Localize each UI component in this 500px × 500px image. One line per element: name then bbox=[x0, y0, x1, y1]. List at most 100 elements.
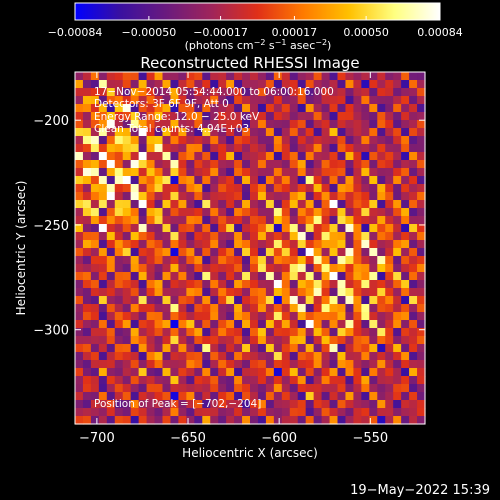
heatmap-cell bbox=[130, 272, 140, 281]
heatmap-cell bbox=[281, 104, 291, 113]
heatmap-cell bbox=[273, 256, 283, 265]
heatmap-cell bbox=[90, 112, 100, 121]
heatmap-cell bbox=[170, 304, 179, 313]
heatmap-cell bbox=[218, 168, 227, 177]
heatmap-cell bbox=[329, 152, 339, 161]
heatmap-cell bbox=[305, 176, 315, 185]
heatmap-cell bbox=[154, 328, 164, 337]
heatmap-cell bbox=[138, 128, 148, 137]
heatmap-cell bbox=[170, 112, 179, 121]
heatmap-cell bbox=[250, 384, 259, 393]
heatmap-cell bbox=[385, 384, 394, 393]
heatmap-cell bbox=[186, 208, 195, 217]
heatmap-cell bbox=[242, 400, 251, 409]
heatmap-cell bbox=[218, 80, 227, 89]
heatmap-cell bbox=[321, 408, 331, 417]
heatmap-cell bbox=[178, 304, 187, 313]
heatmap-cell bbox=[385, 184, 394, 193]
heatmap-cell bbox=[409, 224, 418, 233]
heatmap-cell bbox=[345, 248, 354, 257]
heatmap-cell bbox=[345, 72, 354, 81]
heatmap-cell bbox=[401, 264, 410, 273]
heatmap-cell bbox=[417, 400, 426, 409]
heatmap-cell bbox=[106, 120, 116, 129]
heatmap-cell bbox=[210, 304, 219, 313]
heatmap-cell bbox=[401, 136, 410, 145]
heatmap-cell bbox=[82, 184, 92, 193]
heatmap-cell bbox=[377, 104, 386, 113]
heatmap-cell bbox=[194, 336, 203, 345]
heatmap-cell bbox=[186, 384, 195, 393]
heatmap-cell bbox=[154, 168, 164, 177]
heatmap-cell bbox=[114, 152, 124, 161]
heatmap-cell bbox=[257, 312, 267, 321]
heatmap-cell bbox=[273, 144, 283, 153]
heatmap-cell bbox=[90, 200, 100, 209]
heatmap-cell bbox=[289, 400, 299, 409]
heatmap-cell bbox=[75, 216, 84, 225]
heatmap-cell bbox=[353, 248, 362, 257]
heatmap-cell bbox=[210, 328, 219, 337]
heatmap-cell bbox=[401, 184, 410, 193]
heatmap-cell bbox=[202, 208, 211, 217]
heatmap-cell bbox=[393, 176, 402, 185]
heatmap-cell bbox=[75, 168, 84, 177]
heatmap-cell bbox=[146, 272, 156, 281]
heatmap-cell bbox=[361, 144, 370, 153]
heatmap-cell bbox=[321, 384, 331, 393]
heatmap-cell bbox=[202, 160, 211, 169]
heatmap-cell bbox=[138, 152, 148, 161]
heatmap-cell bbox=[297, 320, 307, 329]
heatmap-cell bbox=[313, 392, 323, 401]
heatmap-cell bbox=[337, 200, 347, 209]
heatmap-cell bbox=[90, 208, 100, 217]
heatmap-cell bbox=[170, 88, 179, 97]
heatmap-cell bbox=[90, 168, 100, 177]
heatmap-cell bbox=[313, 232, 323, 241]
heatmap-cell bbox=[393, 360, 402, 369]
heatmap-cell bbox=[337, 384, 347, 393]
heatmap-cell bbox=[361, 232, 370, 241]
heatmap-cell bbox=[305, 160, 315, 169]
heatmap-cell bbox=[106, 360, 116, 369]
heatmap-cell bbox=[409, 152, 418, 161]
heatmap-cell bbox=[313, 224, 323, 233]
heatmap-cell bbox=[90, 376, 100, 385]
heatmap-cell bbox=[162, 80, 172, 89]
heatmap-cell bbox=[122, 416, 132, 425]
heatmap-cell bbox=[289, 312, 299, 321]
heatmap-cell bbox=[409, 288, 418, 297]
heatmap-cell bbox=[417, 344, 426, 353]
heatmap-cell bbox=[250, 296, 259, 305]
heatmap-cell bbox=[401, 120, 410, 129]
heatmap-cell bbox=[337, 144, 347, 153]
heatmap-cell bbox=[329, 256, 339, 265]
heatmap-cell bbox=[257, 336, 267, 345]
heatmap-cell bbox=[202, 96, 211, 105]
heatmap-cell bbox=[202, 216, 211, 225]
colorbar-units: (photons cm−2 s−1 asec−2) bbox=[185, 38, 332, 52]
heatmap-cell bbox=[329, 376, 339, 385]
heatmap-cell bbox=[162, 168, 172, 177]
heatmap-cell bbox=[305, 120, 315, 129]
heatmap-cell bbox=[98, 384, 108, 393]
heatmap-cell bbox=[409, 416, 418, 425]
heatmap-cell bbox=[257, 248, 267, 257]
heatmap-cell bbox=[75, 208, 84, 217]
heatmap-cell bbox=[273, 400, 283, 409]
heatmap-cell bbox=[265, 272, 275, 281]
heatmap-cell bbox=[361, 88, 370, 97]
heatmap-cell bbox=[130, 344, 140, 353]
colorbar-tick-label: 0.00050 bbox=[343, 26, 389, 39]
heatmap-cell bbox=[106, 272, 116, 281]
heatmap-cell bbox=[345, 168, 354, 177]
heatmap-cell bbox=[154, 136, 164, 145]
heatmap-cell bbox=[75, 328, 84, 337]
heatmap-cell bbox=[130, 376, 140, 385]
heatmap-cell bbox=[218, 392, 227, 401]
heatmap-cell bbox=[82, 376, 92, 385]
heatmap-cell bbox=[234, 336, 243, 345]
heatmap-cell bbox=[305, 208, 315, 217]
heatmap-cell bbox=[337, 184, 347, 193]
heatmap-cell bbox=[218, 152, 227, 161]
